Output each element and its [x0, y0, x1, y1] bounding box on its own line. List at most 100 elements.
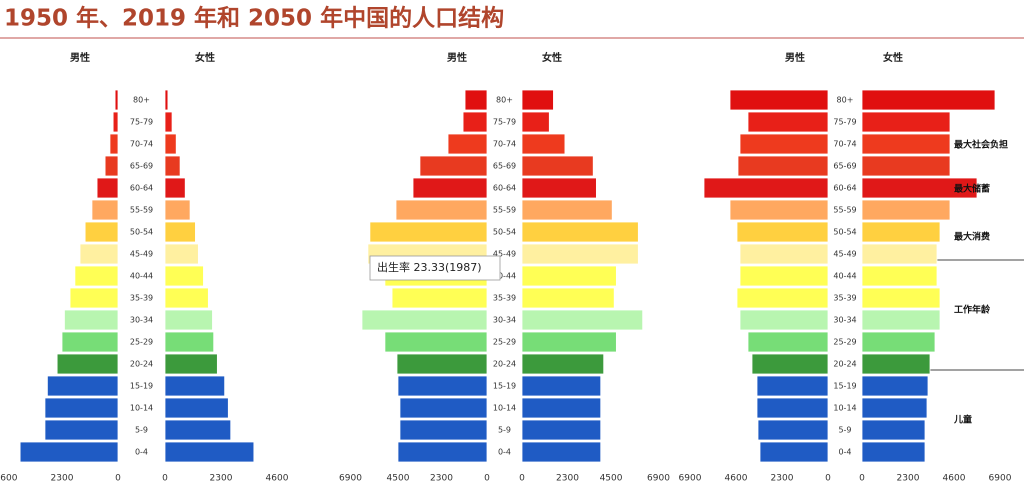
male-bar: [739, 243, 829, 265]
age-label: 30-34: [493, 316, 516, 325]
male-bar: [464, 89, 488, 111]
x-tick-label: 0: [162, 474, 168, 484]
male-bar: [703, 177, 829, 199]
male-bar: [729, 199, 829, 221]
male-bar: [447, 133, 488, 155]
annotation-box: [369, 255, 501, 281]
male-bar: [74, 265, 119, 287]
female-bar: [861, 155, 951, 177]
male-bar: [419, 155, 488, 177]
female-bar: [164, 111, 173, 133]
female-bar: [164, 375, 226, 397]
female-bar: [164, 221, 196, 243]
series-label: 女性: [883, 51, 903, 64]
female-bar: [861, 419, 926, 441]
female-bar: [521, 287, 615, 309]
male-bar: [739, 309, 829, 331]
female-bar: [521, 309, 644, 331]
male-bar: [399, 419, 488, 441]
female-bar: [861, 287, 941, 309]
age-label: 5-9: [838, 426, 851, 435]
male-bar: [79, 243, 119, 265]
female-bar: [861, 265, 938, 287]
female-bar: [521, 133, 566, 155]
series-label: 男性: [70, 51, 90, 64]
female-bar: [861, 111, 951, 133]
female-bar: [861, 331, 936, 353]
x-tick-label: 2300: [897, 474, 920, 484]
female-bar: [521, 353, 605, 375]
age-label: 60-64: [833, 184, 856, 193]
male-bar: [61, 331, 119, 353]
age-label: 25-29: [833, 338, 856, 347]
annotation: 最大社会负担: [954, 139, 1008, 151]
x-tick-label: 4600: [0, 474, 18, 484]
male-bar: [739, 133, 829, 155]
female-bar: [521, 221, 639, 243]
age-label: 5-9: [135, 426, 148, 435]
male-bar: [396, 353, 488, 375]
age-label: 80+: [133, 96, 150, 105]
male-bar: [19, 441, 119, 463]
female-bar: [861, 199, 951, 221]
female-bar: [861, 309, 941, 331]
age-label: 60-64: [130, 184, 153, 193]
age-label: 45-49: [130, 250, 153, 259]
age-label: 75-79: [130, 118, 153, 127]
x-tick-label: 4600: [266, 474, 289, 484]
female-bar: [164, 287, 209, 309]
series-label: 男性: [785, 51, 805, 64]
female-bar: [521, 375, 602, 397]
age-label: 65-69: [833, 162, 856, 171]
female-bar: [521, 199, 613, 221]
annotation: 出生率 23.33(1987): [377, 260, 482, 274]
x-tick-label: 2300: [51, 474, 74, 484]
page-title: 1950 年、2019 年和 2050 年中国的人口结构: [4, 5, 504, 32]
x-tick-label: 2300: [771, 474, 794, 484]
age-label: 15-19: [130, 382, 153, 391]
age-label: 20-24: [493, 360, 516, 369]
male-bar: [739, 265, 829, 287]
male-bar: [369, 221, 488, 243]
annotation: 最大储蓄: [954, 183, 990, 195]
x-tick-label: 4500: [387, 474, 410, 484]
female-bar: [164, 353, 218, 375]
male-bar: [737, 155, 829, 177]
age-label: 0-4: [838, 448, 851, 457]
age-label: 70-74: [130, 140, 153, 149]
male-bar: [756, 375, 829, 397]
age-label: 55-59: [130, 206, 153, 215]
male-bar: [399, 397, 488, 419]
x-tick-label: 2300: [210, 474, 233, 484]
male-bar: [397, 441, 488, 463]
female-bar: [521, 397, 602, 419]
age-label: 45-49: [833, 250, 856, 259]
age-label: 55-59: [833, 206, 856, 215]
x-tick-label: 0: [859, 474, 865, 484]
female-bar: [521, 89, 554, 111]
age-label: 35-39: [130, 294, 153, 303]
age-label: 35-39: [493, 294, 516, 303]
age-label: 80+: [837, 96, 854, 105]
male-bar: [462, 111, 488, 133]
male-bar: [395, 199, 488, 221]
female-bar: [164, 265, 204, 287]
female-bar: [164, 89, 169, 111]
age-label: 40-44: [833, 272, 856, 281]
female-bar: [861, 133, 951, 155]
female-bar: [164, 397, 229, 419]
male-bar: [64, 309, 119, 331]
female-bar: [164, 155, 181, 177]
female-bar: [521, 441, 602, 463]
female-bar: [521, 111, 550, 133]
age-label: 75-79: [833, 118, 856, 127]
x-tick-label: 2300: [556, 474, 579, 484]
female-bar: [861, 353, 931, 375]
age-label: 65-69: [493, 162, 516, 171]
age-label: 0-4: [498, 448, 511, 457]
age-label: 60-64: [493, 184, 516, 193]
female-bar: [861, 177, 978, 199]
male-bar: [756, 397, 829, 419]
male-bar: [757, 419, 829, 441]
